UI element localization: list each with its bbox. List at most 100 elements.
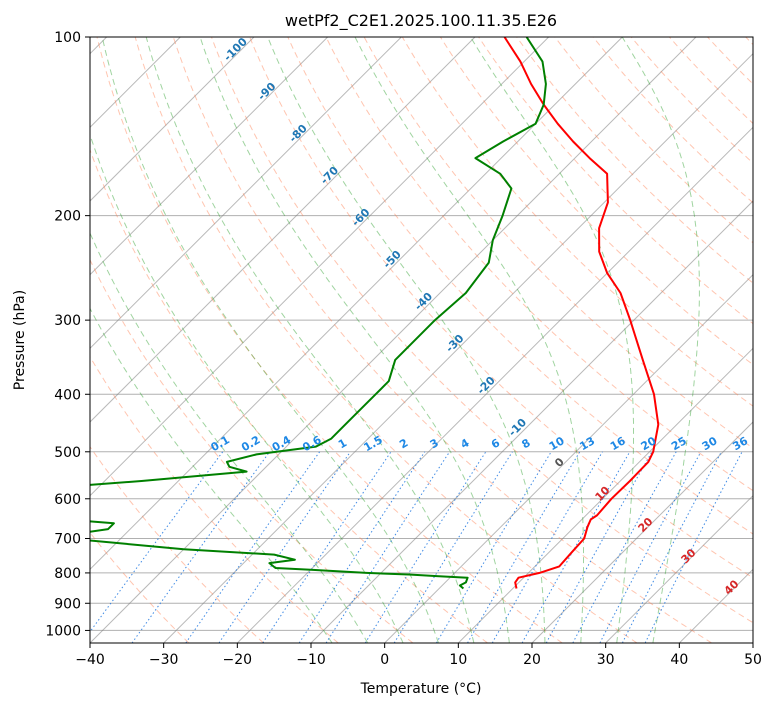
x-tick-label: −40: [75, 652, 105, 668]
mixing-ratio-label: 0.4: [270, 433, 294, 454]
x-tick-label: 20: [523, 652, 541, 668]
x-tick-label: −20: [223, 652, 253, 668]
y-tick-label: 700: [54, 532, 81, 548]
dry-adiabat-line: [516, 37, 753, 284]
y-tick-label: 600: [54, 492, 81, 508]
isotherm-line: [90, 37, 255, 202]
moist-adiabat-line: [145, 37, 475, 643]
dry-adiabat-line: [90, 355, 339, 643]
isotherm-line: [163, 52, 753, 643]
chart-title: wetPf2_C2E1.2025.100.11.35.E26: [285, 11, 557, 31]
isotherm-line: [90, 37, 550, 497]
x-tick-label: 10: [449, 652, 467, 668]
mixing-ratio-label: 1.5: [361, 433, 384, 454]
x-tick-label: 50: [744, 652, 762, 668]
y-tick-label: 1000: [45, 623, 81, 639]
mixing-ratio-label: 2: [397, 436, 410, 451]
dry-adiabat-label: -10: [506, 416, 529, 439]
y-tick-label: 500: [54, 445, 81, 461]
moist-adiabat-line: [101, 37, 439, 643]
moist-adiabat-line: [621, 37, 700, 643]
gridlines: [90, 37, 753, 643]
mixing-ratio-label: 36: [730, 434, 750, 453]
dry-adiabat-line: [325, 37, 753, 492]
mixing-ratio-line: [218, 451, 351, 643]
dry-adiabat-label: -80: [287, 122, 310, 145]
moist-adiabat-line: [90, 307, 333, 643]
x-axis-label: Temperature (°C): [360, 681, 482, 697]
mixing-ratio-line: [644, 451, 743, 643]
dry-adiabat-label: -40: [412, 290, 435, 313]
mixing-ratio-line: [545, 451, 653, 643]
dry-adiabat-line: [554, 37, 753, 244]
x-tick-label: −10: [296, 652, 326, 668]
isotherm-line: [90, 37, 329, 276]
x-tick-label: −30: [149, 652, 179, 668]
y-tick-label: 300: [54, 313, 81, 329]
y-tick-label: 200: [54, 209, 81, 225]
x-tick-label: 0: [380, 652, 389, 668]
isotherm-line: [236, 126, 753, 643]
isotherm-line: [90, 37, 402, 350]
dry-adiabat-line: [90, 531, 190, 643]
moist-adiabat-line: [90, 231, 369, 643]
mixing-ratio-label: 0.6: [300, 433, 324, 454]
profile-series: [90, 37, 660, 590]
mixing-ratio-line: [364, 451, 487, 643]
isotherm-line: [457, 347, 753, 643]
dry-adiabat-line: [439, 37, 753, 366]
dry-adiabat-line: [211, 37, 753, 624]
mixing-ratio-line: [298, 451, 426, 643]
dry-adiabat-label: -20: [475, 374, 498, 397]
moist-adiabat-label: 20: [636, 515, 656, 535]
dry-adiabat-label: -30: [443, 332, 466, 355]
isotherm-line: [752, 642, 753, 643]
moist-adiabat-line: [354, 37, 584, 643]
mixing-ratio-label: 8: [520, 436, 533, 451]
mixing-ratio-line: [572, 451, 677, 643]
isotherm-line: [531, 421, 753, 643]
isotherm-line: [384, 273, 753, 643]
axis-ticks: −40 −30 −20 −10 0 10 20 30 40 50 100 200 300 400 500 60…: [45, 30, 762, 668]
isotherm-line: [605, 494, 753, 643]
mixing-ratio-line: [262, 451, 392, 643]
mixing-ratio-label: 0.1: [209, 433, 232, 454]
mixing-ratio-line: [325, 451, 451, 643]
x-tick-label: 40: [670, 652, 688, 668]
dry-adiabat-label: -70: [318, 164, 341, 187]
dry-adiabat-label: -50: [381, 248, 404, 271]
mixing-ratio-label: 4: [458, 436, 471, 451]
dry-adiabat-line: [90, 258, 414, 643]
dry-adiabat-line: [745, 37, 753, 46]
dry-adiabat-label: -100: [221, 35, 250, 64]
dry-adiabat-line: [90, 148, 488, 643]
moist-adiabat-line: [199, 37, 510, 643]
mixing-ratio-line: [131, 451, 271, 643]
moist-adiabat-line: [470, 37, 634, 643]
mixing-ratio-label: 1: [336, 436, 349, 451]
mixing-ratio-line: [521, 451, 631, 643]
mixing-ratio-label: 16: [608, 434, 628, 453]
moist-adiabat-label: 30: [679, 546, 699, 566]
mixing-ratio-line: [599, 451, 702, 643]
mixing-ratio-label: 10: [547, 434, 567, 453]
temperature-profile-line: [503, 37, 660, 589]
mixing-ratio-line: [185, 451, 321, 643]
mixing-ratio-line: [435, 451, 552, 643]
dry-adiabat-line: [287, 37, 753, 535]
dry-adiabat-line: [172, 37, 712, 643]
dry-adiabat-label: -90: [255, 80, 278, 103]
mixing-ratio-label: 3: [428, 436, 441, 451]
isotherm-line: [90, 37, 697, 643]
mixing-ratio-label: 30: [700, 434, 720, 453]
y-tick-label: 100: [54, 30, 81, 46]
y-tick-label: 900: [54, 596, 81, 612]
mixing-ratio-line: [90, 451, 224, 633]
mixing-ratio-label: 0.2: [239, 433, 262, 454]
y-axis-label: Pressure (hPa): [12, 290, 28, 390]
dry-adiabat-line: [96, 37, 563, 643]
mixing-ratio-label: 13: [577, 434, 597, 453]
x-tick-label: 30: [597, 652, 615, 668]
moist-adiabat-line: [267, 37, 546, 643]
